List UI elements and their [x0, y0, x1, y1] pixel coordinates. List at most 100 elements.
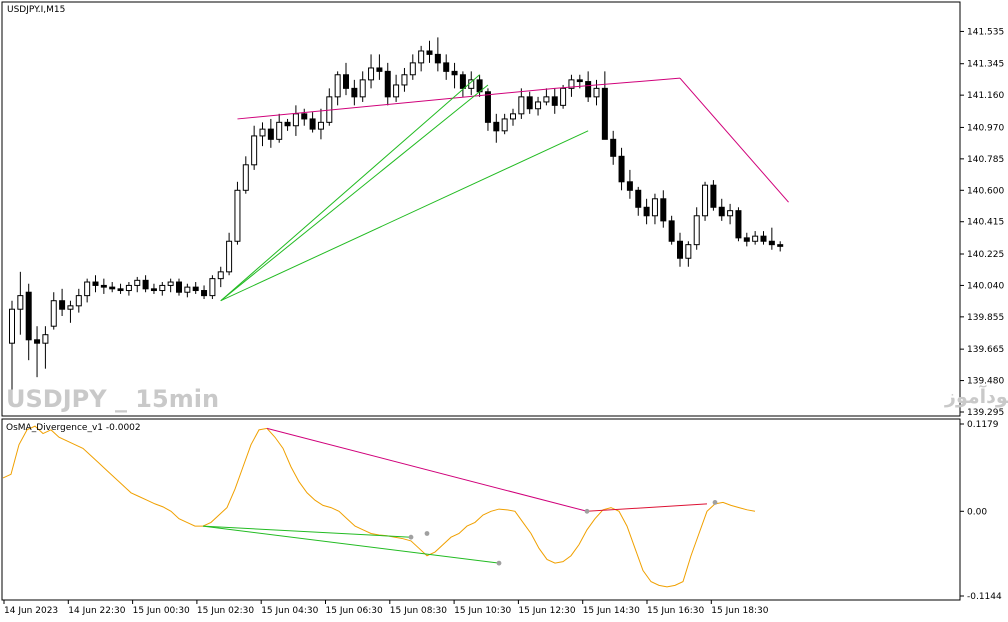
candle	[67, 300, 74, 323]
bull-candle-body	[217, 271, 224, 280]
bear-candle-body	[25, 291, 32, 341]
bear-candle-body	[635, 189, 642, 208]
price-tick-label: 139.665	[967, 345, 1004, 355]
bull-candle-body	[535, 101, 542, 110]
bear-candle-body	[109, 286, 116, 290]
candle	[150, 283, 157, 294]
bear-candle-body	[301, 113, 308, 120]
time-tick-label: 15 Jun 16:30	[647, 606, 704, 616]
candle	[209, 275, 216, 300]
bull-candle-body	[42, 334, 49, 344]
candle	[393, 74, 400, 102]
candle	[9, 300, 15, 403]
bull-candle-body	[727, 210, 734, 217]
candle	[643, 198, 650, 225]
candle	[518, 88, 525, 119]
candle	[251, 125, 258, 170]
bear-candle-body	[92, 281, 99, 286]
candle	[535, 96, 542, 116]
bull-candle-body	[543, 96, 550, 103]
candle	[743, 232, 750, 247]
bear-candle-body	[150, 288, 157, 292]
osma-line	[2, 425, 756, 588]
indicator-panel[interactable]	[1, 418, 961, 601]
bear-candle-body	[710, 184, 717, 208]
candle	[451, 62, 458, 89]
bull-candle-body	[234, 189, 241, 242]
time-tick-label: 15 Jun 18:30	[711, 606, 768, 616]
osma-plot	[2, 425, 756, 588]
candle	[593, 79, 600, 106]
candle	[201, 285, 208, 300]
bull-candle-body	[75, 295, 82, 307]
bull-candle-body	[317, 121, 324, 130]
candle	[25, 283, 32, 361]
bear-candle-body	[309, 118, 316, 130]
time-tick-label: 15 Jun 14:30	[583, 606, 640, 616]
osma-tick-label: -0.1144	[967, 592, 1002, 602]
bear-candle-body	[668, 220, 675, 242]
price-tick-label: 141.535	[967, 27, 1004, 37]
candle	[192, 282, 199, 294]
osma-tick-label: 0.00	[967, 507, 987, 517]
bull-candle-body	[50, 300, 57, 327]
bear-candle-body	[142, 279, 149, 290]
price-tick-label: 140.415	[967, 218, 1004, 228]
divergence-marker	[424, 531, 430, 536]
bullish-divergence-line	[220, 130, 589, 302]
candle	[59, 288, 66, 317]
bull-candle-body	[84, 281, 91, 297]
osma-bearish-divergence-line	[266, 427, 588, 512]
bull-candle-body	[9, 308, 15, 344]
bull-candle-body	[409, 62, 416, 76]
candle	[585, 71, 592, 102]
candle	[84, 278, 91, 303]
bull-candle-body	[510, 113, 516, 120]
bullish-divergence-line	[220, 74, 480, 302]
candle	[635, 186, 642, 216]
bear-candle-body	[376, 67, 383, 72]
price-panel[interactable]	[1, 1, 961, 417]
bull-candle-body	[159, 284, 166, 292]
divergence-marker	[584, 508, 590, 514]
osma-tick-label: 0.1179	[967, 420, 999, 430]
candle	[752, 231, 759, 245]
candle	[727, 203, 734, 225]
time-tick-label: 14 Jun 2023	[4, 606, 58, 616]
price-tick-label: 141.160	[967, 91, 1004, 101]
time-axis: 14 Jun 2023 14 Jun 22:30 15 Jun 00:30 15 Ju…	[3, 600, 769, 616]
bull-candle-body	[651, 198, 658, 217]
bull-candle-body	[259, 128, 266, 137]
bull-candle-body	[418, 50, 425, 64]
bull-candle-body	[251, 135, 258, 166]
bear-candle-body	[176, 281, 182, 293]
candle	[526, 91, 533, 114]
time-tick-label: 15 Jun 08:30	[390, 606, 447, 616]
bull-candle-body	[209, 278, 216, 297]
candle	[159, 282, 166, 296]
price-tick-label: 139.480	[967, 377, 1004, 387]
candle	[551, 88, 558, 114]
bull-candle-body	[334, 74, 341, 98]
bear-candle-body	[735, 210, 742, 239]
candle	[284, 118, 291, 131]
candle	[493, 113, 500, 143]
bull-candle-body	[184, 286, 191, 293]
bull-candle-body	[568, 79, 575, 89]
time-tick-label: 15 Jun 12:30	[518, 606, 575, 616]
candle	[34, 326, 41, 378]
bear-candle-body	[426, 50, 433, 55]
osma-bullish-divergence-line	[202, 525, 412, 538]
price-tick-label: 140.785	[967, 155, 1004, 165]
bull-candle-body	[393, 84, 400, 98]
price-plot	[9, 37, 789, 403]
candle	[42, 326, 49, 369]
candle	[760, 231, 767, 245]
bull-candle-body	[401, 74, 408, 86]
bull-candle-body	[752, 235, 759, 242]
price-tick-label: 140.970	[967, 123, 1004, 133]
candle	[292, 105, 299, 136]
bear-candle-body	[117, 288, 124, 292]
time-tick-label: 15 Jun 02:30	[197, 606, 254, 616]
